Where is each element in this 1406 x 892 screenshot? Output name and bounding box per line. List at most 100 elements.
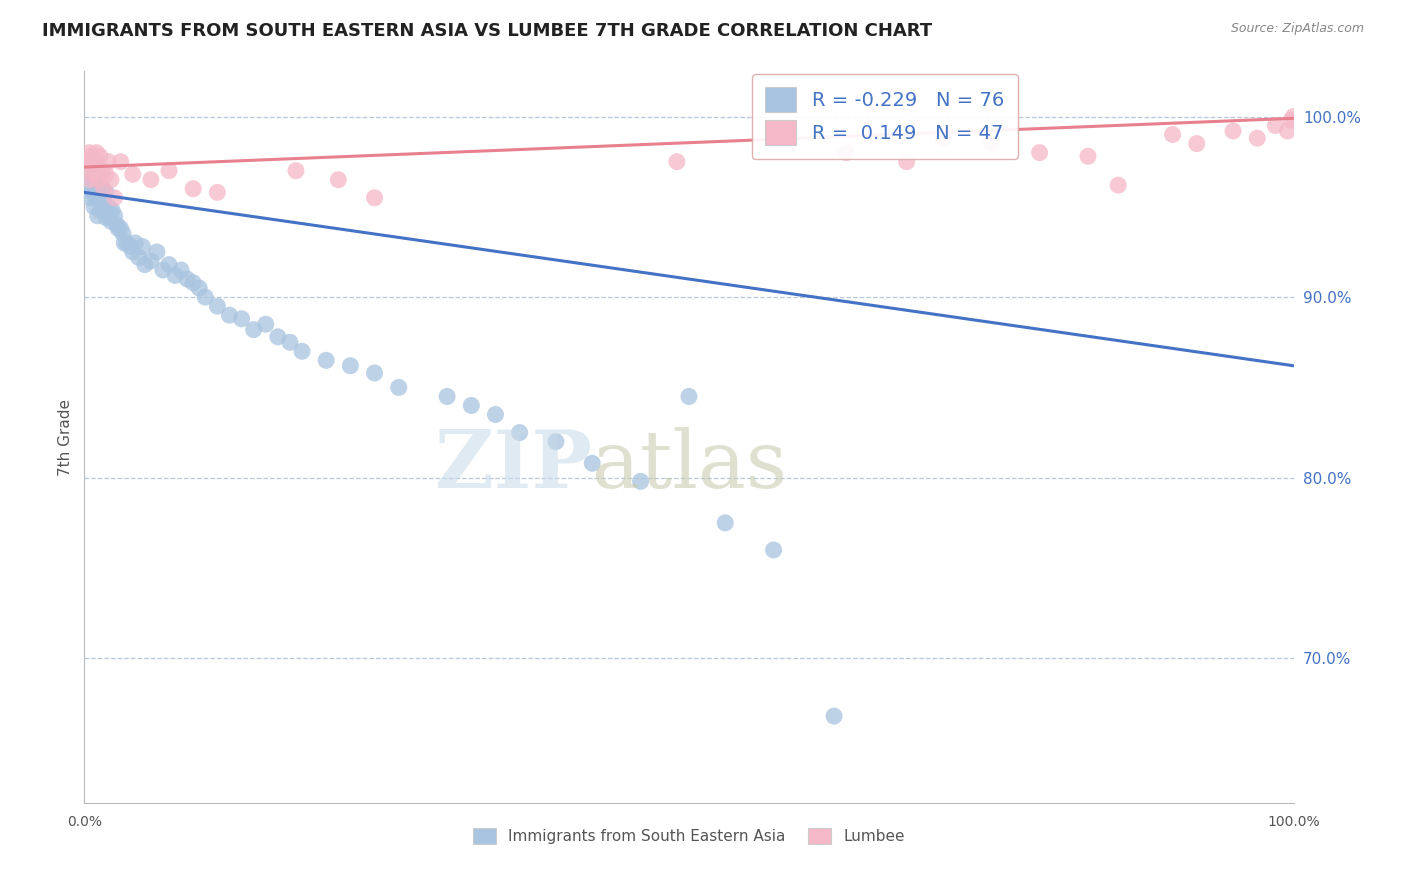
Point [94,186,117,200]
Point [89,186,111,200]
Point [91,203,114,218]
Point [181,276,204,290]
Point [105,218,128,232]
Point [315,353,337,368]
Point [278,335,301,350]
Point [77,154,100,169]
Text: Source: ZipAtlas.com: Source: ZipAtlas.com [1230,22,1364,36]
Point [89,203,111,218]
Point [112,235,135,250]
Point [124,235,146,250]
Point [77,145,100,160]
Point [388,380,411,394]
Point [544,434,567,449]
Point [1282,110,1305,124]
Point [77,163,100,178]
Point [131,239,153,253]
Point [89,149,111,163]
Point [1185,136,1208,151]
Point [1222,124,1244,138]
Text: atlas: atlas [592,427,787,506]
Point [363,366,385,380]
Point [79,191,101,205]
Point [665,154,688,169]
Point [87,160,110,174]
Point [581,456,603,470]
Point [80,172,103,186]
Point [83,200,105,214]
Point [84,163,107,178]
Point [363,191,385,205]
Point [231,311,253,326]
Point [1107,178,1129,193]
Point [100,172,122,186]
Point [86,178,108,193]
Point [339,359,361,373]
Point [86,145,108,160]
Point [139,172,162,186]
Point [79,172,101,186]
Point [157,258,180,272]
Point [1161,128,1184,142]
Point [87,172,110,186]
Point [115,235,138,250]
Point [207,299,229,313]
Point [83,182,105,196]
Point [98,209,121,223]
Point [152,263,174,277]
Point [714,516,737,530]
Point [835,145,858,160]
Point [101,203,124,218]
Point [120,239,142,253]
Point [218,308,240,322]
Point [460,399,482,413]
Point [678,389,700,403]
Point [176,272,198,286]
Legend: Immigrants from South Eastern Asia, Lumbee: Immigrants from South Eastern Asia, Lumb… [467,822,911,850]
Point [932,131,955,145]
Point [128,251,150,265]
Point [90,191,112,205]
Point [1077,149,1099,163]
Point [896,154,918,169]
Point [82,160,104,174]
Point [86,209,108,223]
Point [630,475,652,489]
Point [170,263,193,277]
Point [82,186,104,200]
Y-axis label: 7th Grade: 7th Grade [58,399,73,475]
Point [93,191,115,205]
Text: ZIP: ZIP [436,427,592,506]
Point [84,167,107,181]
Point [484,408,506,422]
Point [254,317,277,331]
Point [134,258,156,272]
Point [165,268,187,283]
Point [104,191,127,205]
Point [121,244,143,259]
Point [107,221,129,235]
Point [110,154,132,169]
Point [91,163,114,178]
Point [139,254,162,268]
Point [94,200,117,214]
Point [104,209,127,223]
Point [112,227,135,241]
Point [157,163,180,178]
Point [1246,131,1268,145]
Text: IMMIGRANTS FROM SOUTH EASTERN ASIA VS LUMBEE 7TH GRADE CORRELATION CHART: IMMIGRANTS FROM SOUTH EASTERN ASIA VS LU… [42,22,932,40]
Point [82,167,104,181]
Point [77,154,100,169]
Point [436,389,458,403]
Point [83,154,105,169]
Point [509,425,531,440]
Point [86,154,108,169]
Point [77,182,100,196]
Point [291,344,314,359]
Point [328,172,350,186]
Point [762,543,785,558]
Point [284,163,308,178]
Point [194,290,217,304]
Point [100,214,122,228]
Point [980,136,1002,151]
